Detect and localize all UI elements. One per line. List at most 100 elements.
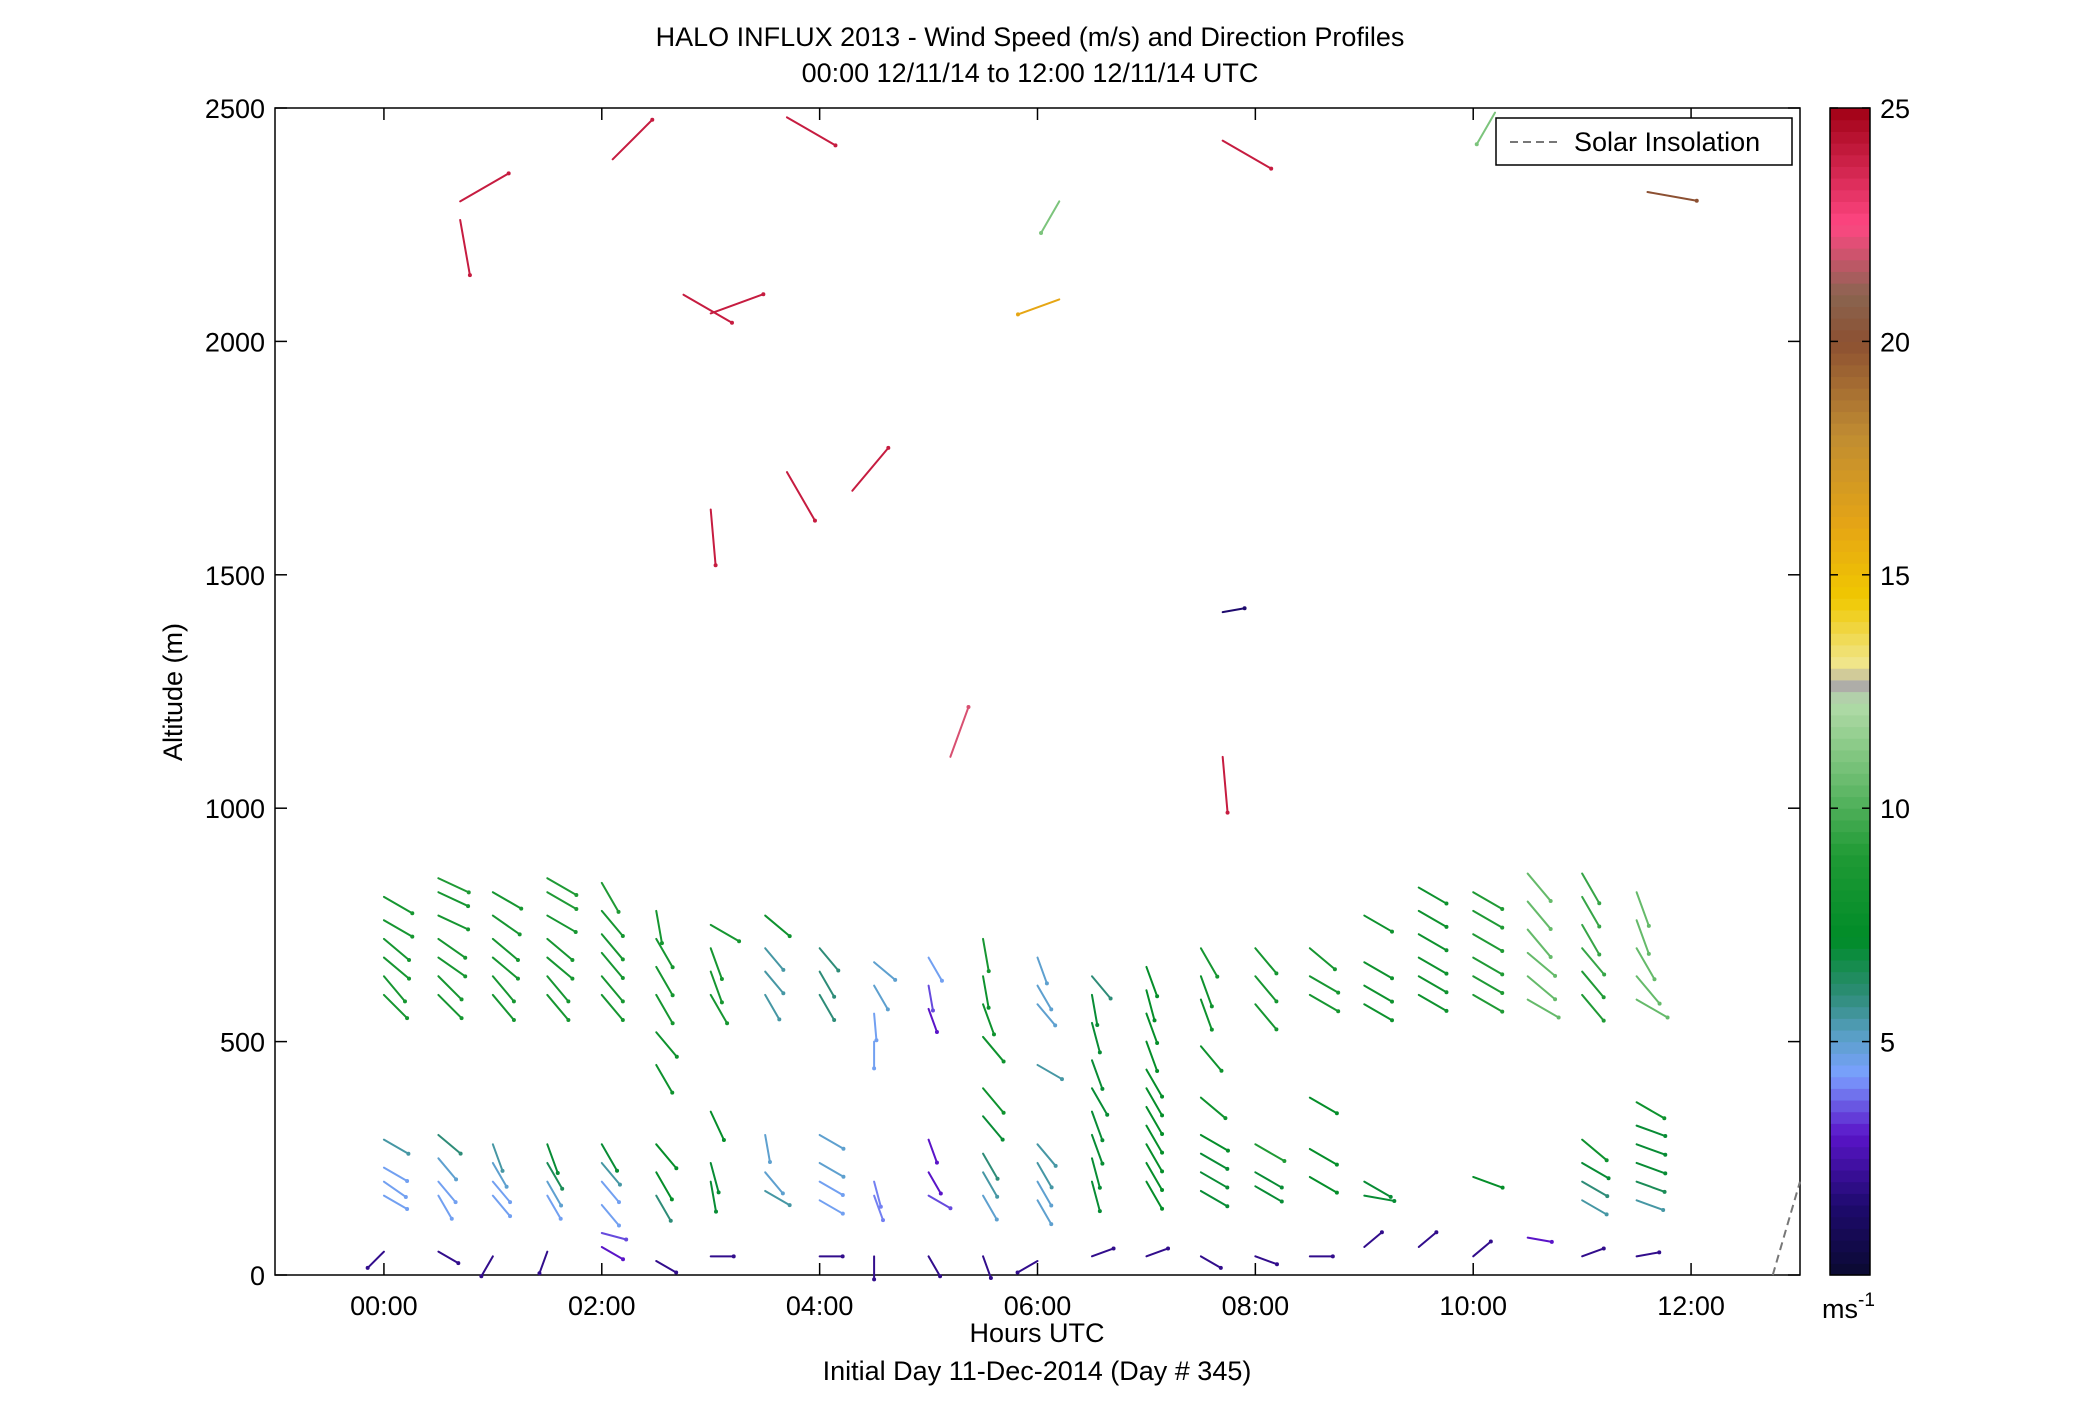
- colorbar-segment: [1830, 271, 1870, 284]
- wind-vector: [982, 975, 990, 1009]
- wind-vector: [982, 1171, 999, 1198]
- wind-vector: [538, 1250, 549, 1275]
- wind-vector: [1199, 1096, 1227, 1120]
- wind-vector: [851, 446, 890, 492]
- wind-vector-head: [1111, 1246, 1116, 1251]
- wind-vector: [873, 1194, 884, 1222]
- wind-vector-head: [1097, 1209, 1102, 1214]
- wind-vector: [1308, 993, 1340, 1013]
- wind-vector-head: [1334, 1111, 1339, 1116]
- wind-vector: [1221, 139, 1273, 170]
- wind-vector-head: [1049, 1203, 1054, 1208]
- wind-vector: [546, 956, 574, 980]
- wind-vector-head: [1001, 1059, 1006, 1064]
- wind-vector: [1036, 1199, 1053, 1226]
- wind-vector-head: [670, 1090, 675, 1095]
- wind-vector: [1254, 1143, 1286, 1163]
- wind-vector-head: [1209, 1027, 1214, 1032]
- wind-vector: [1145, 1180, 1164, 1210]
- wind-vector: [1581, 1161, 1610, 1180]
- wind-vector: [982, 1087, 1005, 1114]
- wind-vector-head: [1549, 1239, 1554, 1244]
- colorbar-segment: [1830, 353, 1870, 366]
- wind-vector: [982, 1152, 999, 1180]
- wind-vector: [764, 1189, 791, 1207]
- wind-vector-head: [1279, 1199, 1284, 1204]
- wind-vector-head: [1330, 1254, 1335, 1259]
- wind-vector-head: [1269, 166, 1274, 171]
- colorbar-segment: [1830, 679, 1870, 693]
- wind-vector: [1472, 1175, 1504, 1189]
- wind-vector: [1145, 989, 1156, 1022]
- wind-vector-head: [1663, 1134, 1668, 1139]
- wind-vector: [1145, 965, 1159, 998]
- solar-insolation-line: [1771, 1181, 1801, 1276]
- colorbar-segment: [1830, 1251, 1870, 1264]
- wind-vector: [437, 1133, 462, 1155]
- wind-vector-head: [1606, 1176, 1611, 1181]
- wind-vector: [1090, 1157, 1101, 1189]
- wind-vector: [709, 947, 723, 981]
- wind-vector: [655, 909, 663, 945]
- colorbar-segment: [1830, 784, 1870, 798]
- colorbar-segment: [1830, 889, 1870, 903]
- wind-vector: [600, 951, 624, 979]
- wind-vector-head: [1053, 1023, 1058, 1028]
- wind-vector-head: [1059, 1077, 1064, 1082]
- colorbar-segment: [1830, 493, 1870, 506]
- wind-vector: [437, 1180, 457, 1204]
- wind-vector-head: [719, 977, 724, 982]
- wind-vector: [1472, 933, 1504, 952]
- wind-vector-head: [1597, 924, 1602, 929]
- wind-vector: [1145, 1143, 1164, 1173]
- wind-vector: [949, 706, 970, 758]
- wind-vector: [1254, 1171, 1283, 1189]
- wind-vector: [546, 1161, 564, 1190]
- colorbar-segment: [1830, 656, 1870, 669]
- colorbar-segment: [1830, 341, 1870, 354]
- wind-vector: [1145, 1012, 1159, 1044]
- wind-vector-head: [555, 1170, 560, 1175]
- wind-vector: [437, 1157, 458, 1181]
- wind-vector: [927, 956, 943, 982]
- colorbar-segment: [1830, 1123, 1870, 1136]
- plot-frame: [274, 107, 1801, 1276]
- wind-vector: [682, 293, 733, 324]
- wind-vector-head: [1336, 990, 1341, 995]
- wind-vector: [655, 993, 674, 1025]
- wind-vector: [1635, 1124, 1667, 1138]
- colorbar-segment: [1830, 224, 1870, 237]
- wind-vector: [1221, 607, 1246, 614]
- colorbar-segment: [1830, 738, 1870, 751]
- wind-vector-head: [1434, 1230, 1439, 1235]
- wind-vector: [1363, 961, 1393, 980]
- colorbar-tick-label: 20: [1880, 327, 1910, 357]
- colorbar-segment: [1830, 773, 1870, 786]
- wind-vector: [1254, 1185, 1283, 1203]
- wind-vector: [1199, 975, 1213, 1008]
- wind-vector-head: [559, 1203, 564, 1208]
- wind-vector: [982, 1194, 998, 1221]
- wind-vector: [655, 1143, 678, 1170]
- wind-vector: [1635, 975, 1661, 1005]
- wind-vector-head: [1160, 1150, 1165, 1155]
- wind-vector-head: [1500, 948, 1505, 953]
- wind-vector: [600, 1245, 625, 1261]
- wind-vector: [1090, 1087, 1109, 1116]
- colorbar-segment: [1830, 936, 1870, 949]
- wind-vector: [382, 1138, 410, 1155]
- wind-vector-head: [620, 999, 625, 1004]
- wind-vector: [1526, 975, 1557, 1001]
- wind-vector: [1199, 1045, 1223, 1072]
- wind-vector: [1016, 298, 1061, 316]
- wind-vector-head: [617, 1182, 622, 1187]
- wind-vector-head: [1500, 1009, 1505, 1014]
- wind-vector-head: [836, 968, 841, 973]
- wind-vector: [1417, 933, 1448, 952]
- y-tick-label: 1000: [205, 794, 265, 824]
- wind-vector: [1036, 1003, 1057, 1027]
- wind-vector-head: [1389, 976, 1394, 981]
- colorbar-segment: [1830, 504, 1870, 518]
- wind-vector: [600, 1180, 620, 1204]
- wind-vector: [655, 1063, 674, 1094]
